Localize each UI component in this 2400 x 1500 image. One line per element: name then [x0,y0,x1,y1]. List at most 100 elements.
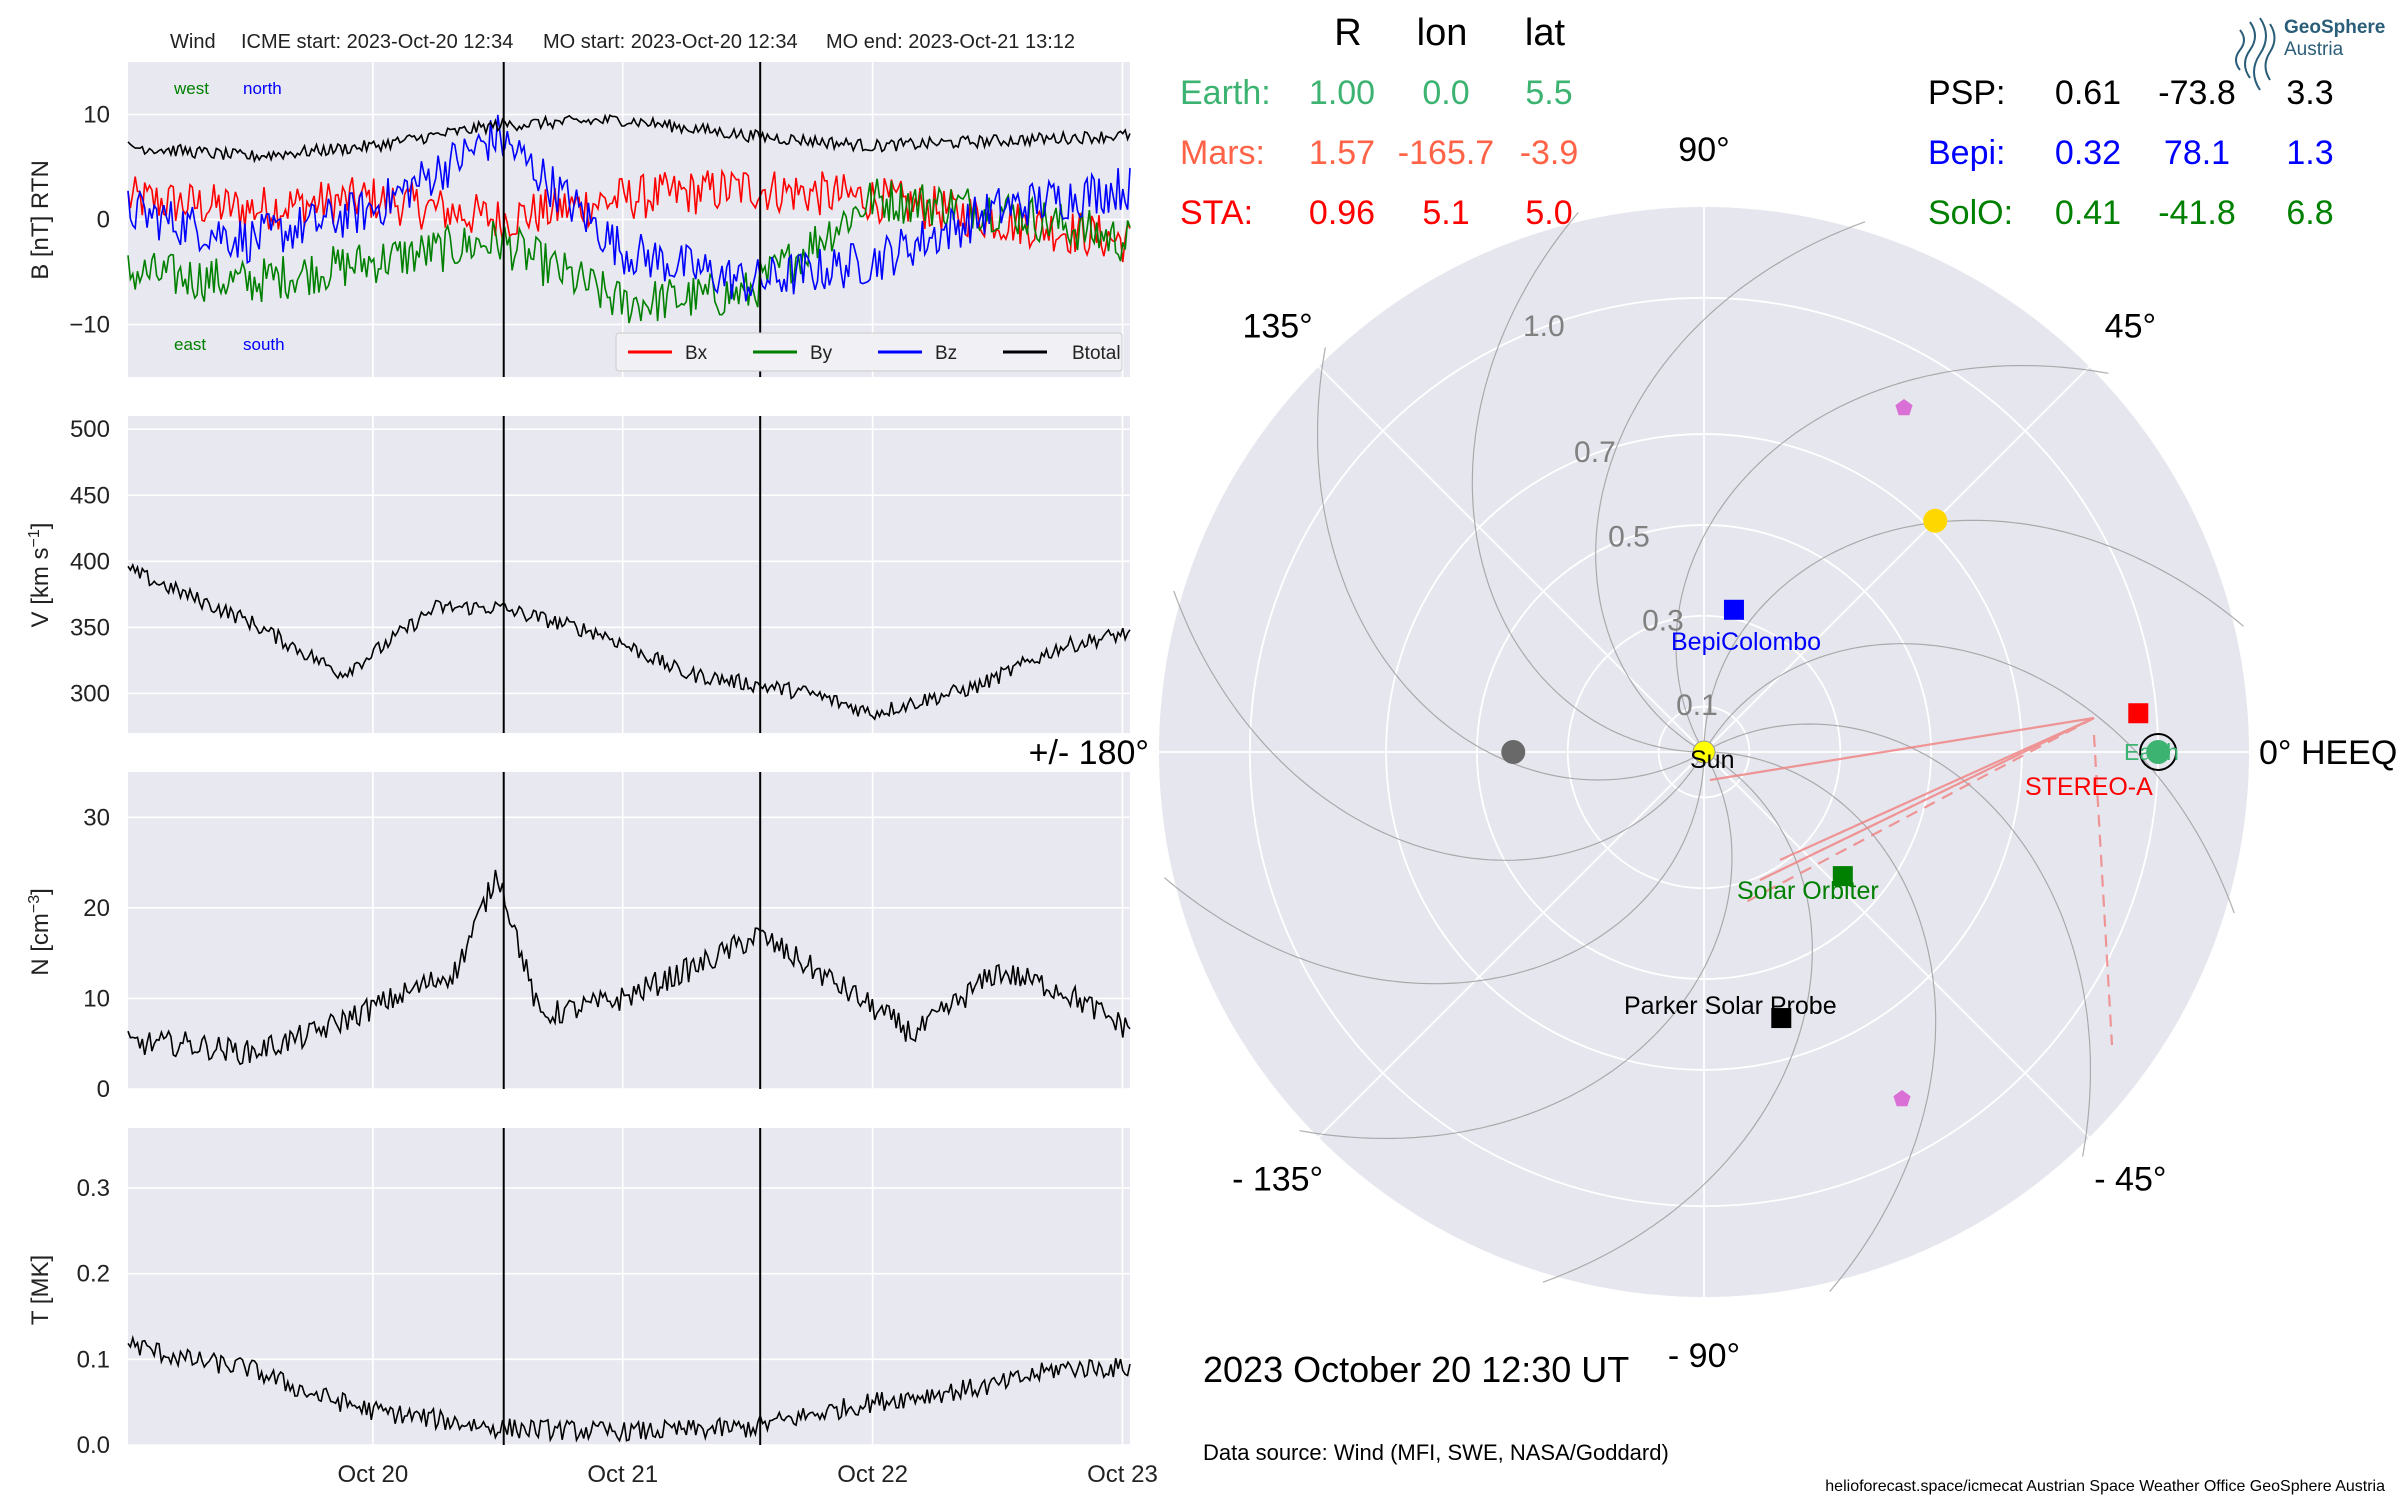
planet-marker [1501,740,1526,764]
parker-spiral [1703,723,2091,1157]
b-ylabel: B [nT] RTN [27,160,54,280]
header-mo-end: MO end: 2023-Oct-21 13:12 [826,31,1075,53]
angle-gridline [1317,365,1705,753]
y-tick-label: 450 [70,482,110,509]
series-line [127,562,1131,721]
table-cell-r: 0.32 [2055,134,2121,172]
parker-spiral [1595,221,1866,753]
angle-tick-labels: 0° HEEQ 45° 90° 135° +/- 180° - 135° - 90° - 45… [1029,131,2398,1375]
solar-orbiter-marker [1832,866,1853,887]
parker-spiral [1299,751,1733,1140]
table-cell-name: SolO: [1928,194,2013,232]
table-cell-lon: -165.7 [1398,134,1494,172]
stereo-a-marker [2128,703,2149,724]
radius-tick-labels: 0.1 0.3 0.5 0.7 1.0 [1523,310,1718,722]
table-cell-name: STA: [1180,194,1253,232]
parker-spiral [1703,519,2244,752]
parker-solar-probe-marker [1771,1008,1792,1029]
y-tick-label: 0.0 [77,1432,110,1459]
y-tick-label: 500 [70,416,110,443]
radius-tick-label: 0.5 [1608,520,1650,553]
angle-tick-label: +/- 180° [1029,734,1149,772]
v-ylabel: V [km s−1] [26,523,54,628]
y-tick-label: −10 [69,312,110,339]
series-line-bx [127,168,1131,263]
y-tick-label: 10 [83,985,110,1012]
table-cell-lon: 5.1 [1422,194,1469,232]
polar-object-labels: Sun Earth STEREO-A BepiColombo Solar Orb… [1624,628,2179,1020]
y-tick-label: 0.3 [77,1175,110,1202]
parker-spiral [1471,212,1704,753]
header: Wind ICME start: 2023-Oct-20 12:34 MO st… [170,31,1075,53]
footer: 2023 October 20 12:30 UT Data source: Wi… [1203,1349,2385,1495]
x-tick-label: Oct 21 [587,1461,658,1488]
bepicolombo-marker [1723,599,1744,620]
earth-marker [2146,740,2171,764]
table-cell-lon: 0.0 [1422,74,1469,112]
y-tick-label: 0 [97,1076,110,1103]
table-cell-lon: -41.8 [2158,194,2236,232]
angle-tick-label: - 135° [1232,1160,1323,1198]
table-cell-r: 0.61 [2055,74,2121,112]
earth-ring [2139,733,2178,771]
table-cell-lat: 5.5 [1525,74,1572,112]
y-tick-label: 350 [70,614,110,641]
data-series [127,113,1131,1443]
x-tick-label: Oct 22 [837,1461,908,1488]
header-lon: lon [1417,12,1468,54]
logo-line1: GeoSphere [2284,17,2385,38]
table-cell-r: 1.57 [1309,134,1375,172]
table-cell-name: Bepi: [1928,134,2006,172]
header-spacecraft: Wind [170,31,216,53]
parker-spiral [1542,751,1813,1283]
polar-plot: 0.1 0.3 0.5 0.7 1.0 0° HEEQ 45° 90° 135° +/- 180… [1029,131,2398,1375]
legend-label: Bz [935,343,957,364]
logo-icon [2235,17,2276,91]
header-mo-start: MO start: 2023-Oct-20 12:34 [543,31,798,53]
series-line-bz [127,114,1131,302]
polar-grid [1159,207,2249,1297]
angle-tick-label: 0° HEEQ [2259,734,2397,772]
series-line-btotal [127,113,1131,164]
b-direction-labels: west north east south [173,79,285,354]
parker-spiral [1704,751,1937,1292]
angle-gridline [1703,365,2091,753]
event-boundaries [502,62,762,1445]
angle-tick-label: - 45° [2094,1160,2166,1198]
table-cell-lat: -3.9 [1520,134,1579,172]
series-line [127,1334,1131,1443]
y-tick-label: 300 [70,680,110,707]
angle-tick-label: 135° [1242,308,1312,346]
legend-label: By [810,343,833,364]
table-cell-name: Earth: [1180,74,1271,112]
series-line-by [127,178,1131,324]
header-icme-start: ICME start: 2023-Oct-20 12:34 [241,31,513,53]
n-ylabel: N [cm−3] [26,888,54,976]
parker-spiral [1316,347,1705,781]
psp-label: Parker Solar Probe [1624,992,1837,1020]
n-panel-background [128,772,1130,1089]
series-line [127,869,1131,1066]
label-north: north [243,79,282,98]
header-r: R [1334,12,1361,54]
geosphere-logo: GeoSphere Austria [2235,17,2385,91]
table-cell-lat: 3.3 [2286,74,2333,112]
field-lines-stereo [1709,716,2114,1046]
legend-label: Btotal [1072,343,1121,364]
label-south: south [243,335,285,354]
parker-spiral [1703,643,2235,914]
y-tick-label: 10 [83,102,110,129]
table-cell-r: 0.41 [2055,194,2121,232]
table-cell-name: Mars: [1180,134,1265,172]
date-label: 2023 October 20 12:30 UT [1203,1349,1629,1390]
parker-spirals [1164,212,2244,1292]
y-tick-label: 20 [83,895,110,922]
legend-frame [615,332,1123,372]
table-cell-lon: -73.8 [2158,74,2236,112]
data-source: Data source: Wind (MFI, SWE, NASA/Goddar… [1203,1440,1669,1465]
parker-spiral [1173,590,1705,861]
earth-label: Earth [2124,739,2179,765]
angle-tick-label: - 90° [1668,1337,1740,1375]
y-tick-label: 0.2 [77,1261,110,1288]
